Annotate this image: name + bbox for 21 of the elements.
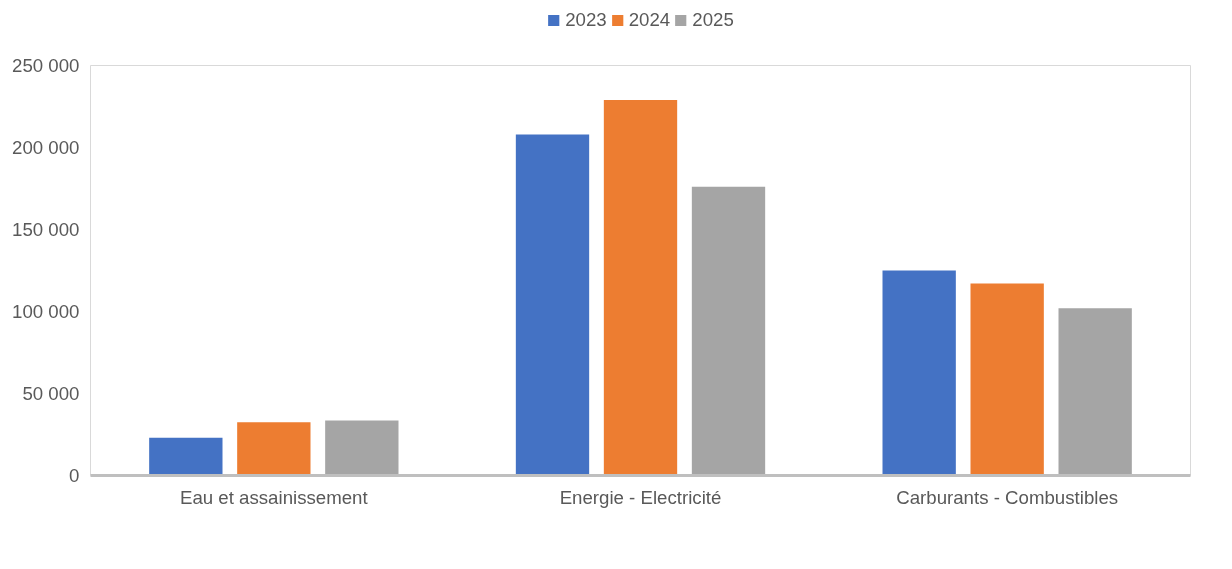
- y-tick-label: 150 000: [12, 219, 80, 240]
- y-tick-label: 0: [69, 465, 80, 486]
- x-tick-label: Carburants - Combustibles: [896, 486, 1119, 508]
- legend-label: 2023: [565, 9, 607, 31]
- bar: [149, 437, 223, 476]
- y-tick-label: 200 000: [12, 137, 80, 158]
- y-tick-label: 100 000: [12, 301, 80, 322]
- bar: [237, 422, 311, 476]
- x-tick-label: Energie - Electricité: [559, 486, 722, 508]
- bar: [970, 283, 1044, 476]
- bar: [691, 186, 766, 476]
- y-tick-label: 250 000: [12, 55, 80, 76]
- legend-label: 2025: [692, 9, 734, 31]
- bar: [1058, 308, 1132, 476]
- bar: [515, 134, 590, 476]
- y-tick-label: 50 000: [22, 383, 80, 404]
- x-tick-label: Eau et assainissement: [179, 486, 369, 508]
- bar: [325, 420, 399, 476]
- bar: [603, 99, 678, 476]
- bar: [882, 270, 956, 476]
- legend-label: 2024: [628, 9, 671, 31]
